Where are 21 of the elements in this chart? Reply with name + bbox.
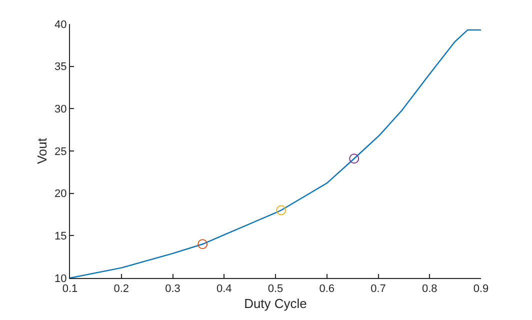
x-tick-label: 0.5 [268,283,284,296]
point [276,205,286,216]
x-tick-label: 0.1 [62,283,78,296]
y-axis-title: Vout [34,138,50,164]
y-tick-label: 35 [54,61,67,74]
y-tick-label: 30 [54,104,67,116]
x-tick-label: 0.2 [114,283,130,296]
x-tick-label: 0.3 [165,283,180,296]
y-tick-label: 40 [54,18,67,31]
point [349,154,360,164]
y-tick-label: 20 [54,188,67,200]
x-axis-title: Duty Cycle [244,296,307,311]
x-tick-label: 0.4 [216,283,232,296]
point [198,239,208,250]
x-tick-label: 0.8 [422,283,438,296]
x-tick-label: 0.9 [473,283,489,296]
y-tick-label: 15 [54,230,67,243]
y-tick-label: 10 [54,272,67,285]
x-tick-label: 0.7 [370,283,386,296]
y-tick-label: 25 [54,146,67,158]
x-tick-label: 0.6 [319,283,335,296]
